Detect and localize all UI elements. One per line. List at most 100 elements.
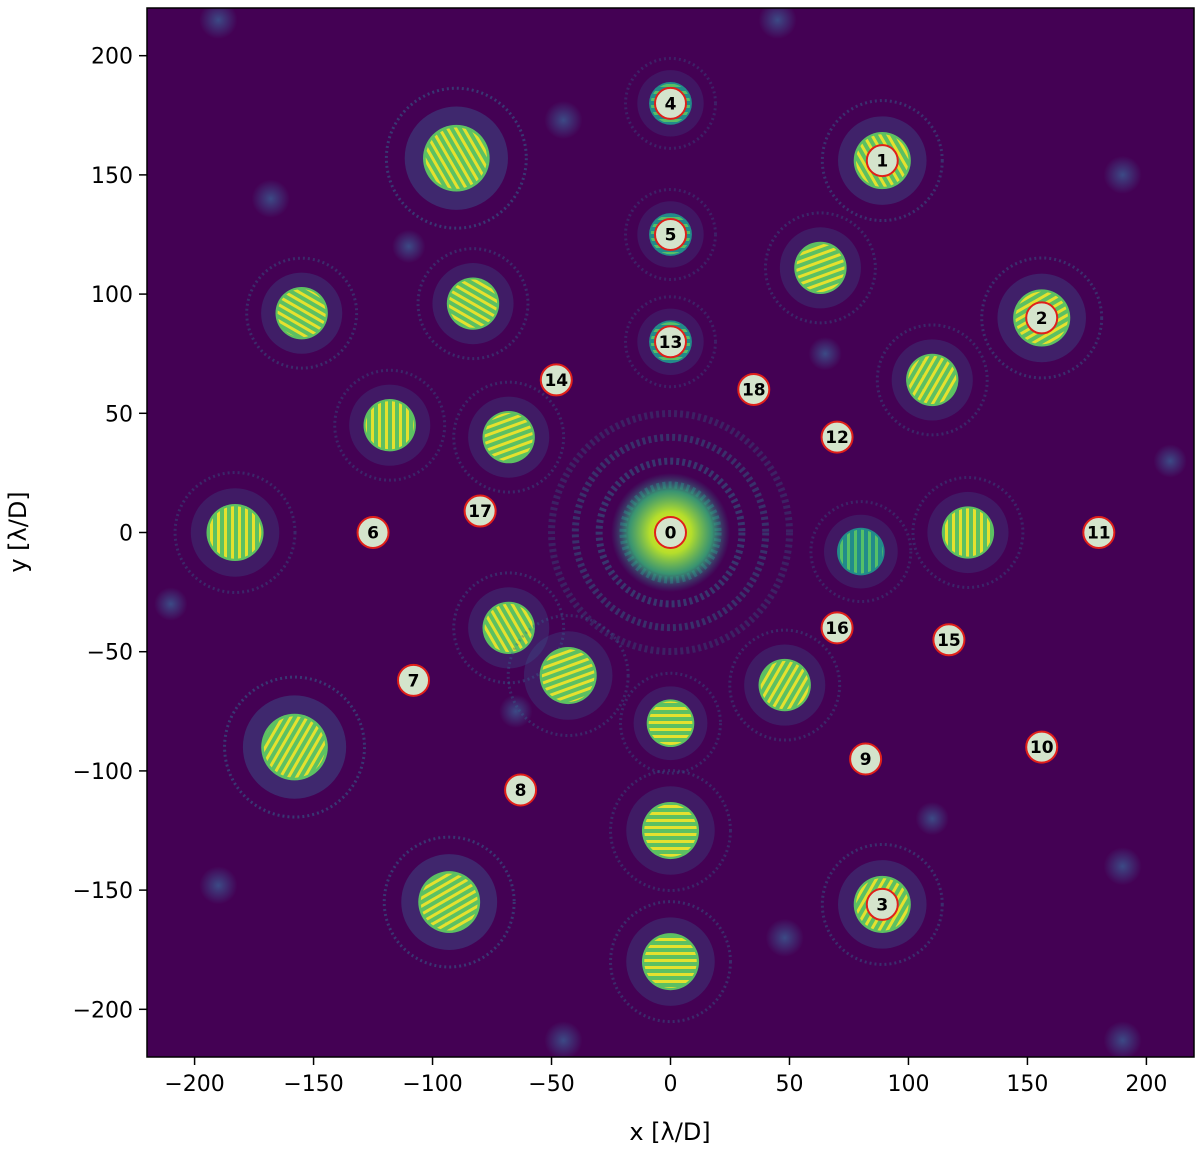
marker-label: 12	[825, 428, 849, 448]
marker-16: 16	[820, 611, 854, 645]
marker-3: 3	[865, 887, 899, 921]
marker-11: 11	[1082, 516, 1116, 549]
y-tick-label: −200	[73, 998, 133, 1023]
faint-spot	[392, 229, 426, 264]
x-tick-label: −200	[164, 1072, 224, 1097]
marker-15: 15	[932, 623, 966, 657]
bright-spot	[452, 571, 566, 685]
marker-12: 12	[820, 420, 854, 454]
marker-label: 4	[665, 94, 677, 114]
y-tick-label: 50	[105, 402, 133, 427]
faint-spot	[251, 179, 290, 218]
y-tick-label: 0	[119, 522, 133, 547]
marker-label: 0	[665, 524, 677, 544]
marker-17: 17	[463, 494, 497, 528]
y-tick-label: 100	[91, 283, 133, 308]
faint-spot	[808, 337, 842, 371]
marker-label: 13	[659, 333, 683, 353]
marker-6: 6	[356, 516, 390, 549]
marker-circle	[932, 623, 966, 657]
bright-spot	[245, 256, 359, 370]
x-tick-label: −150	[283, 1072, 343, 1097]
y-tick-label: 200	[91, 45, 133, 70]
faint-spot	[915, 801, 949, 836]
bright-spot	[609, 769, 732, 892]
marker-circle	[654, 516, 687, 549]
marker-label: 11	[1087, 524, 1111, 544]
faint-spot	[1103, 155, 1142, 194]
bright-spot	[333, 368, 447, 482]
marker-1: 1	[865, 144, 899, 178]
marker-circle	[865, 144, 899, 178]
y-axis: −200 −150 −100 −50 0 50 100 150 200	[73, 45, 147, 1023]
marker-circle	[1082, 516, 1116, 549]
marker-circle	[865, 887, 899, 921]
bright-spot	[506, 614, 630, 738]
y-tick-label: 150	[91, 164, 133, 189]
faint-spot	[499, 694, 533, 728]
faint-spot	[758, 8, 797, 39]
marker-8: 8	[504, 773, 538, 807]
bright-spot	[223, 675, 366, 819]
faint-spot	[544, 1021, 583, 1057]
marker-10: 10	[1025, 730, 1059, 764]
marker-circle	[463, 494, 497, 528]
bright-spot	[416, 247, 530, 361]
faint-spot	[199, 8, 238, 39]
x-tick-label: 50	[775, 1072, 803, 1097]
marker-label: 18	[742, 380, 766, 400]
x-tick-label: 100	[887, 1072, 929, 1097]
bright-spot	[619, 671, 722, 775]
marker-label: 8	[515, 781, 527, 801]
marker-circle	[737, 372, 771, 406]
x-tick-label: 150	[1006, 1072, 1048, 1097]
faint-spot	[1103, 847, 1142, 886]
marker-label: 7	[408, 671, 420, 691]
marker-0: 0	[654, 516, 687, 549]
x-tick-label: −50	[528, 1072, 574, 1097]
faint-spot	[1153, 444, 1187, 478]
marker-label: 10	[1030, 738, 1054, 758]
marker-5: 5	[654, 217, 687, 251]
x-tick-label: 0	[664, 1072, 678, 1097]
diffraction-ring	[571, 433, 770, 632]
bright-spot	[382, 835, 516, 969]
marker-circle	[1025, 301, 1059, 335]
marker-label: 9	[860, 750, 872, 770]
bright-spot	[609, 900, 732, 1024]
marker-14: 14	[539, 363, 573, 397]
marker-circle	[654, 217, 687, 251]
marker-18: 18	[737, 372, 771, 406]
marker-2: 2	[1025, 301, 1059, 335]
marker-circle	[539, 363, 573, 397]
heatmap-layer	[154, 8, 1187, 1057]
marker-label: 3	[876, 895, 888, 915]
faint-spot	[544, 101, 583, 140]
y-tick-label: −100	[73, 760, 133, 785]
x-tick-label: −100	[402, 1072, 462, 1097]
x-axis: −200 −150 −100 −50 0 50 100 150 200	[164, 1057, 1167, 1097]
bright-spot	[763, 211, 877, 325]
x-tick-label: 200	[1125, 1072, 1167, 1097]
bright-spot	[173, 471, 297, 594]
marker-label: 6	[367, 524, 379, 544]
y-tick-label: −50	[87, 641, 133, 666]
x-axis-label: x [λ/D]	[629, 1118, 710, 1146]
marker-4: 4	[654, 86, 687, 120]
marker-label: 16	[825, 619, 849, 639]
marker-label: 1	[876, 152, 888, 172]
marker-13: 13	[654, 325, 687, 359]
marker-circle	[356, 516, 390, 549]
bright-spot	[452, 380, 566, 494]
faint-spot	[154, 587, 188, 621]
y-axis-label: y [λ/D]	[4, 491, 32, 572]
diffraction-ring	[548, 410, 793, 655]
marker-label: 17	[468, 502, 492, 522]
marker-7: 7	[397, 663, 431, 697]
marker-circle	[397, 663, 431, 697]
faint-spot	[765, 918, 804, 957]
marker-circle	[820, 611, 854, 645]
marker-circle	[1025, 730, 1059, 764]
